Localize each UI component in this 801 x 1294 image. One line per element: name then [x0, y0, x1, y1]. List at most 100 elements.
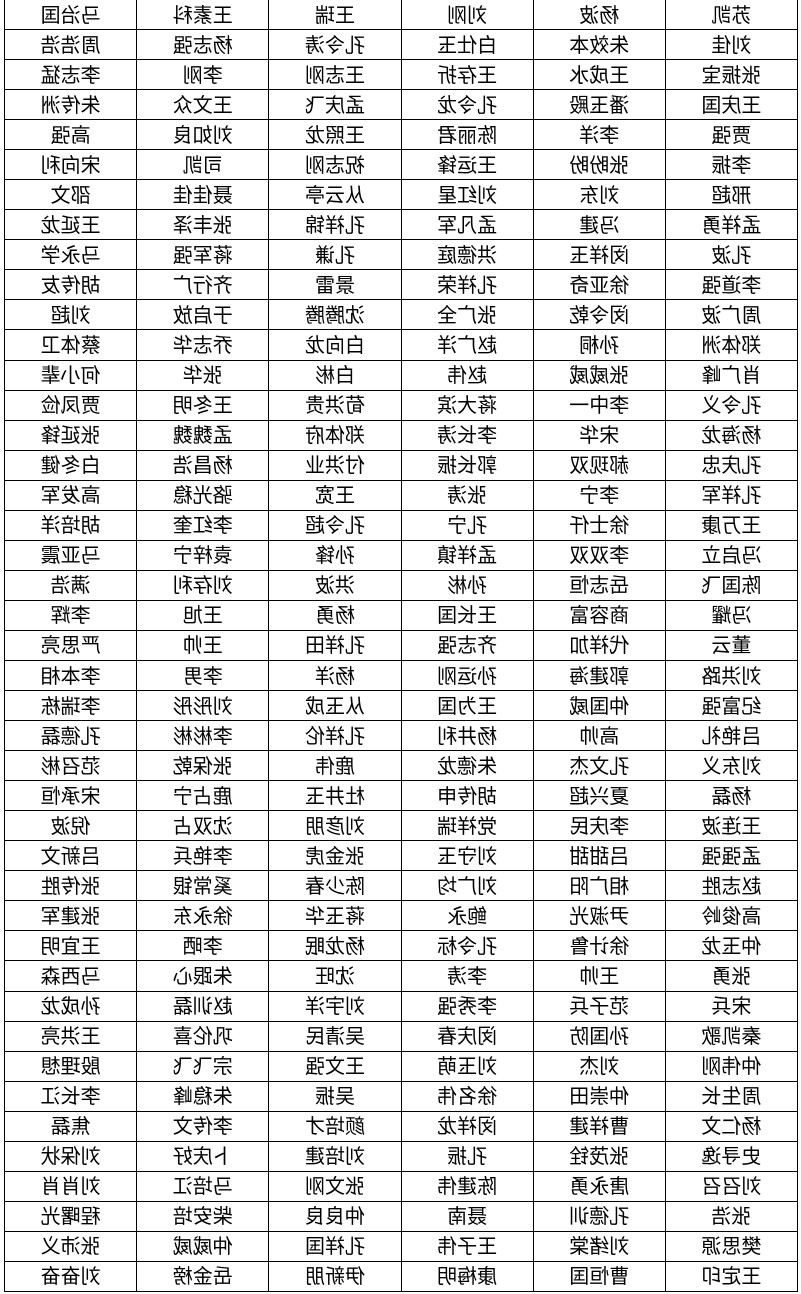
table-row: 李道强 徐亚奇 孔祥荣 景雷 齐行广 胡传友 [4, 269, 798, 300]
name-cell: 李秀强 [401, 991, 534, 1022]
table-row: 纪富强 仲国威 王为国 从玉成 刘彤彤 李瑞栋 [4, 690, 798, 721]
name-cell: 夏兴超 [533, 780, 666, 811]
name-cell: 宋兵 [665, 991, 798, 1022]
name-cell: 高强 [4, 119, 137, 150]
name-cell: 冯启立 [665, 540, 798, 571]
table-row: 周生长 仲崇田 徐名伟 吴振 朱稳峰 李长江 [4, 1081, 798, 1112]
name-cell: 邵文 [4, 179, 137, 210]
name-cell: 刘守玉 [401, 840, 534, 871]
name-cell: 党祥瑞 [401, 810, 534, 841]
table-row: 杨海龙 宋华 李长涛 郑体府 孟魏魏 张延锋 [4, 420, 798, 451]
table-row: 刘东义 孔文杰 朱德龙 鹿伟 张保乾 范召彬 [4, 750, 798, 781]
name-cell: 刘东义 [665, 750, 798, 781]
name-cell: 宋承恒 [4, 780, 137, 811]
name-cell: 白仕玉 [401, 29, 534, 60]
name-cell: 潘玉殿 [533, 89, 666, 120]
name-cell: 贾凤俭 [4, 390, 137, 421]
table-row: 冯启立 李双双 孟祥镇 孙锋 袁梓宁 马亚震 [4, 540, 798, 571]
name-cell: 何小辈 [4, 360, 137, 391]
name-cell: 满浩 [4, 570, 137, 601]
name-cell: 孔祥田 [268, 630, 402, 661]
name-cell: 张振宝 [665, 59, 798, 90]
name-cell: 杨勇 [268, 600, 402, 631]
name-cell: 高发军 [4, 480, 137, 511]
name-cell: 朱跟心 [136, 960, 269, 992]
name-cell: 杨志强 [136, 29, 269, 60]
name-cell: 齐行广 [136, 269, 269, 300]
name-cell: 吕甜甜 [533, 840, 666, 871]
name-cell: 仲崇田 [533, 1081, 666, 1112]
name-cell: 赵伟 [401, 360, 534, 391]
name-cell: 郭建海 [533, 660, 666, 691]
name-cell: 李涛 [401, 960, 534, 992]
name-cell: 孙成龙 [4, 991, 137, 1022]
name-cell: 高帅 [533, 720, 666, 751]
name-cell: 王旭 [136, 600, 269, 631]
name-cell: 孔文杰 [533, 750, 666, 781]
table-row: 贾强 李洋 陈丽君 王照龙 刘如良 高强 [4, 119, 798, 150]
name-cell: 李道强 [665, 269, 798, 300]
name-cell: 刘超 [4, 299, 137, 330]
table-row: 杨磊 夏兴超 胡传申 杜井玉 鹿占宁 宋承恒 [4, 780, 798, 811]
name-cell: 徐永东 [136, 900, 269, 931]
name-cell: 仲伟刚 [665, 1051, 798, 1082]
name-cell: 鹿占宁 [136, 780, 269, 811]
name-cell: 孟魏魏 [136, 420, 269, 451]
name-cell: 孙国防 [533, 1021, 666, 1052]
name-cell: 张勇 [665, 960, 798, 992]
name-cell: 肖广峰 [665, 360, 798, 391]
name-cell: 王庆国 [665, 89, 798, 120]
name-cell: 马培江 [136, 1171, 269, 1202]
name-cell: 李艳兵 [136, 840, 269, 871]
name-cell: 杨磊 [665, 780, 798, 811]
name-cell: 胡传申 [401, 780, 534, 811]
name-cell: 胡传友 [4, 269, 137, 300]
table-row: 李振 张盼盼 王运锋 祝志刚 司凯 宋向利 [4, 149, 798, 180]
name-cell: 孙运刚 [401, 660, 534, 691]
name-cell: 李庆民 [533, 810, 666, 841]
name-cell: 奚常银 [136, 870, 269, 901]
name-cell: 陈丽君 [401, 119, 534, 150]
name-cell: 邢超 [665, 179, 798, 210]
table-row: 杨仁文 曹祥建 闵祥龙 颜培才 李传文 焦磊 [4, 1111, 798, 1142]
name-cell: 洪波 [268, 570, 402, 601]
name-cell: 杜井玉 [268, 780, 402, 811]
table-row: 张浩 孔德训 聂南 仲良良 柴安培 程曙光 [4, 1201, 798, 1232]
table-row: 郑体洲 孙桐 赵广洋 白向龙 乔志华 蔡体卫 [4, 329, 798, 361]
table-row: 王连波 李庆民 党祥瑞 刘彦朋 沈双占 倪波 [4, 810, 798, 841]
name-cell: 蔡体卫 [4, 329, 137, 361]
name-cell: 吕艳礼 [665, 720, 798, 751]
name-cell: 杨仁文 [665, 1111, 798, 1142]
name-cell: 袁梓宁 [136, 540, 269, 571]
table-row: 王万康 徐士仟 孔宁 孔令超 李红奎 胡培洋 [4, 510, 798, 541]
name-cell: 曹祥建 [533, 1111, 666, 1142]
name-cell: 曹恒国 [533, 1261, 666, 1292]
name-cell: 刘洪路 [665, 660, 798, 691]
name-cell: 张茂铨 [533, 1141, 666, 1172]
name-cell: 刘存利 [136, 570, 269, 601]
name-cell: 闵祥玉 [533, 239, 666, 270]
name-cell: 王万康 [665, 510, 798, 541]
name-cell: 张建军 [4, 900, 137, 931]
name-cell: 徐士仟 [533, 510, 666, 541]
name-cell: 孟祥勇 [665, 209, 798, 240]
name-cell: 刘保状 [4, 1141, 137, 1172]
name-cell: 董云 [665, 630, 798, 661]
name-cell: 张传胜 [4, 870, 137, 901]
name-cell: 陈少春 [268, 870, 402, 901]
name-cell: 秦凯歌 [665, 1021, 798, 1052]
name-cell: 商容富 [533, 600, 666, 631]
name-cell: 唐永勇 [533, 1171, 666, 1202]
name-cell: 刘奋奋 [4, 1261, 137, 1292]
name-cell: 纪富强 [665, 690, 798, 721]
table-row: 孔祥军 李宁 张涛 王宽 骆光稳 高发军 [4, 480, 798, 511]
name-cell: 白向龙 [268, 329, 402, 361]
name-cell: 范召彬 [4, 750, 137, 781]
name-cell: 聂南 [401, 1201, 534, 1232]
name-cell: 马亚震 [4, 540, 137, 571]
name-cell: 洪德庭 [401, 239, 534, 270]
name-cell: 徐名伟 [401, 1081, 534, 1112]
name-cell: 杨龙眠 [268, 930, 402, 961]
name-cell: 孔令义 [665, 390, 798, 421]
name-cell: 倪波 [4, 810, 137, 841]
